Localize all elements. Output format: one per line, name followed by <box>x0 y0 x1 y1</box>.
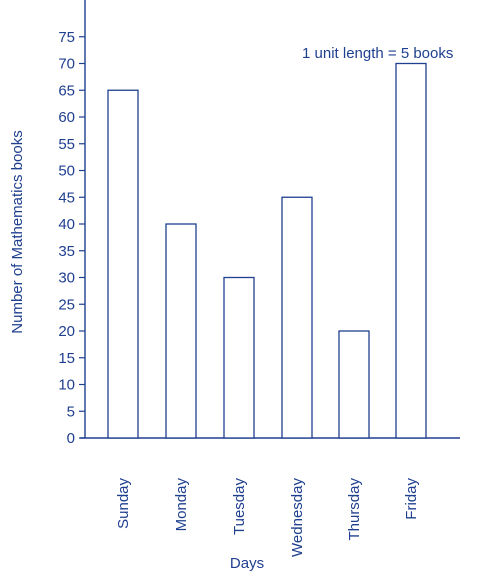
y-tick-label: 5 <box>67 403 75 420</box>
x-axis-categories: Sunday Monday Tuesday Wednesday Thursday Frid… <box>115 478 420 557</box>
bar-thursday <box>338 330 370 439</box>
bar-monday <box>165 223 197 439</box>
y-tick-label: 50 <box>58 163 75 180</box>
x-category-label: Tuesday <box>231 478 248 535</box>
bars-group <box>107 62 427 439</box>
x-category-label: Wednesday <box>289 478 306 557</box>
y-tick-label: 20 <box>58 323 75 340</box>
y-tick-label: 75 <box>58 29 75 46</box>
bar-friday <box>395 62 427 439</box>
x-category-label: Monday <box>173 478 190 532</box>
bar-wednesday <box>281 196 313 439</box>
x-category-label: Sunday <box>115 478 132 529</box>
y-tick-label: 0 <box>67 430 75 447</box>
y-tick-label: 30 <box>58 270 75 287</box>
x-category-label: Friday <box>403 478 420 520</box>
y-tick-label: 45 <box>58 189 75 206</box>
y-tick-label: 10 <box>58 377 75 394</box>
scale-annotation: 1 unit length = 5 books <box>302 45 453 62</box>
y-axis-ticks: 0 5 10 15 20 25 30 35 40 45 50 55 60 65 70 75 <box>58 29 85 447</box>
y-tick-label: 25 <box>58 296 75 313</box>
y-tick-label: 70 <box>58 56 75 73</box>
y-tick-label: 55 <box>58 136 75 153</box>
x-category-label: Thursday <box>346 478 363 541</box>
y-tick-label: 15 <box>58 350 75 367</box>
y-tick-label: 35 <box>58 243 75 260</box>
x-axis-title: Days <box>230 555 264 572</box>
y-tick-label: 65 <box>58 82 75 99</box>
y-axis-title: Number of Mathematics books <box>9 130 26 333</box>
y-tick-label: 60 <box>58 109 75 126</box>
bar-sunday <box>107 89 139 439</box>
bar-tuesday <box>223 276 255 439</box>
y-tick-label: 40 <box>58 216 75 233</box>
